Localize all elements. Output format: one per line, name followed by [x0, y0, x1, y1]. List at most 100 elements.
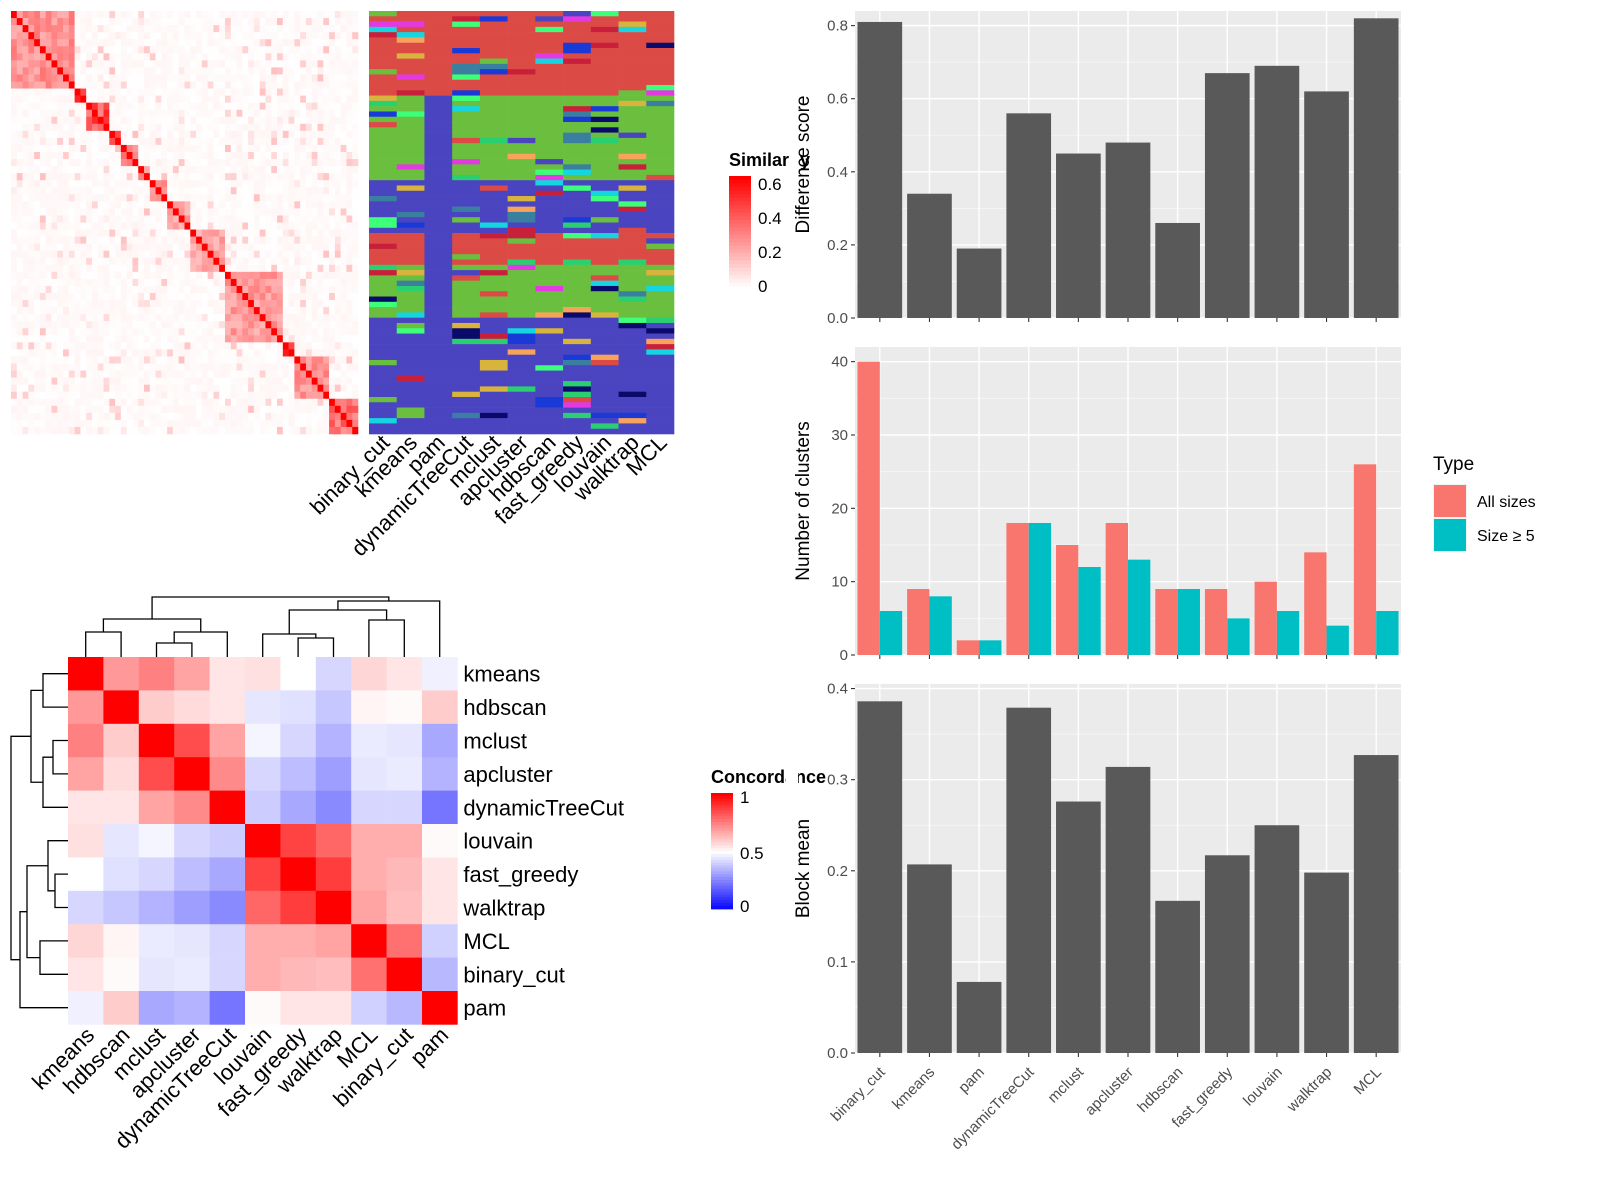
- assignment-cell: [479, 26, 508, 33]
- similarity-cell: [11, 159, 18, 167]
- similarity-cell: [196, 349, 203, 357]
- similarity-cell: [132, 102, 139, 110]
- similarity-cell: [11, 53, 18, 61]
- similarity-cell: [340, 426, 347, 435]
- assignment-cell: [535, 122, 564, 128]
- similarity-cell: [300, 293, 307, 301]
- similarity-cell: [11, 328, 18, 336]
- similarity-cell: [120, 278, 127, 287]
- dendrogram-branch: [26, 865, 48, 959]
- bar-all-sizes: [907, 589, 930, 655]
- similarity-cell: [45, 335, 52, 343]
- assignment-cell: [590, 296, 619, 303]
- similarity-cell: [196, 144, 203, 153]
- similarity-cell: [305, 419, 313, 428]
- similarity-cell: [305, 300, 313, 308]
- similarity-cell: [51, 412, 58, 421]
- similarity-cell: [323, 342, 330, 350]
- similarity-cell: [236, 328, 243, 336]
- similarity-cell: [207, 243, 214, 251]
- similarity-cell: [132, 81, 139, 89]
- similarity-cell: [207, 391, 214, 400]
- similarity-cell: [34, 426, 41, 435]
- similarity-cell: [172, 208, 180, 216]
- similarity-cell: [323, 391, 330, 400]
- similarity-cell: [63, 335, 70, 343]
- bar: [956, 981, 1002, 1053]
- similarity-cell: [68, 102, 75, 110]
- bar-size-ge-5: [1376, 611, 1399, 655]
- similarity-cell: [242, 349, 249, 357]
- similarity-cell: [91, 159, 99, 167]
- legend-color-step: [711, 822, 733, 826]
- similarity-cell: [346, 356, 353, 364]
- similarity-cell: [144, 116, 151, 125]
- similarity-cell: [196, 60, 203, 68]
- similarity-cell: [294, 342, 301, 350]
- assignment-cell: [369, 58, 398, 65]
- similarity-cell: [340, 349, 347, 357]
- assignment-cell: [507, 328, 536, 334]
- similarity-cell: [323, 60, 330, 68]
- concordance-legend-tick: 0: [740, 897, 749, 916]
- similarity-cell: [178, 398, 185, 407]
- similarity-cell: [352, 328, 359, 336]
- similarity-cell: [34, 300, 41, 308]
- similarity-cell: [103, 257, 110, 266]
- similarity-cell: [196, 356, 203, 364]
- assignment-cell: [563, 11, 592, 17]
- similarity-cell: [219, 74, 226, 82]
- similarity-cell: [213, 46, 220, 54]
- similarity-cell: [352, 293, 359, 301]
- similarity-cell: [103, 208, 110, 216]
- similarity-cell: [167, 384, 174, 392]
- similarity-cell: [346, 123, 353, 132]
- concordance-row-label: louvain: [463, 829, 533, 854]
- similarity-cell: [39, 201, 46, 209]
- assignment-cell: [590, 233, 619, 239]
- similarity-cell: [144, 328, 151, 336]
- similarity-cell: [224, 159, 232, 167]
- similarity-cell: [149, 328, 156, 336]
- similarity-cell: [63, 222, 70, 230]
- similarity-cell: [334, 208, 341, 216]
- similarity-cell: [57, 60, 64, 68]
- similarity-cell: [115, 215, 122, 223]
- assignment-cell: [369, 423, 398, 430]
- assignment-cell: [424, 196, 453, 202]
- similarity-cell: [34, 166, 41, 174]
- y-tick-label: 0.8: [827, 18, 848, 35]
- similarity-cell: [86, 109, 93, 118]
- similarity-cell: [334, 356, 341, 364]
- assignment-cell: [369, 386, 398, 392]
- similarity-cell: [282, 391, 289, 400]
- similarity-cell: [74, 208, 81, 216]
- similarity-cell: [120, 123, 127, 132]
- legend-color-step: [711, 862, 733, 866]
- similarity-cell: [115, 307, 122, 315]
- similarity-cell: [149, 11, 156, 19]
- similarity-cell: [305, 356, 313, 364]
- similarity-cell: [277, 419, 284, 428]
- similarity-cell: [213, 391, 220, 400]
- similarity-cell: [305, 335, 313, 343]
- similarity-cell: [282, 152, 289, 160]
- concordance-cell: [68, 991, 104, 1025]
- similarity-cell: [288, 349, 295, 357]
- similarity-cell: [236, 264, 243, 273]
- assignment-cell: [590, 370, 619, 377]
- assignment-cell: [396, 391, 425, 398]
- similarity-cell: [80, 243, 87, 251]
- similarity-cell: [132, 405, 139, 414]
- similarity-cell: [68, 342, 75, 350]
- similarity-cell: [161, 377, 168, 385]
- similarity-cell: [207, 95, 214, 103]
- concordance-cell: [103, 690, 140, 725]
- similarity-cell: [138, 314, 145, 322]
- similarity-cell: [167, 257, 174, 266]
- similarity-cell: [236, 250, 243, 259]
- similarity-cell: [346, 208, 353, 216]
- similarity-cell: [16, 11, 23, 19]
- assignment-cell: [424, 222, 453, 229]
- assignment-cell: [646, 201, 675, 207]
